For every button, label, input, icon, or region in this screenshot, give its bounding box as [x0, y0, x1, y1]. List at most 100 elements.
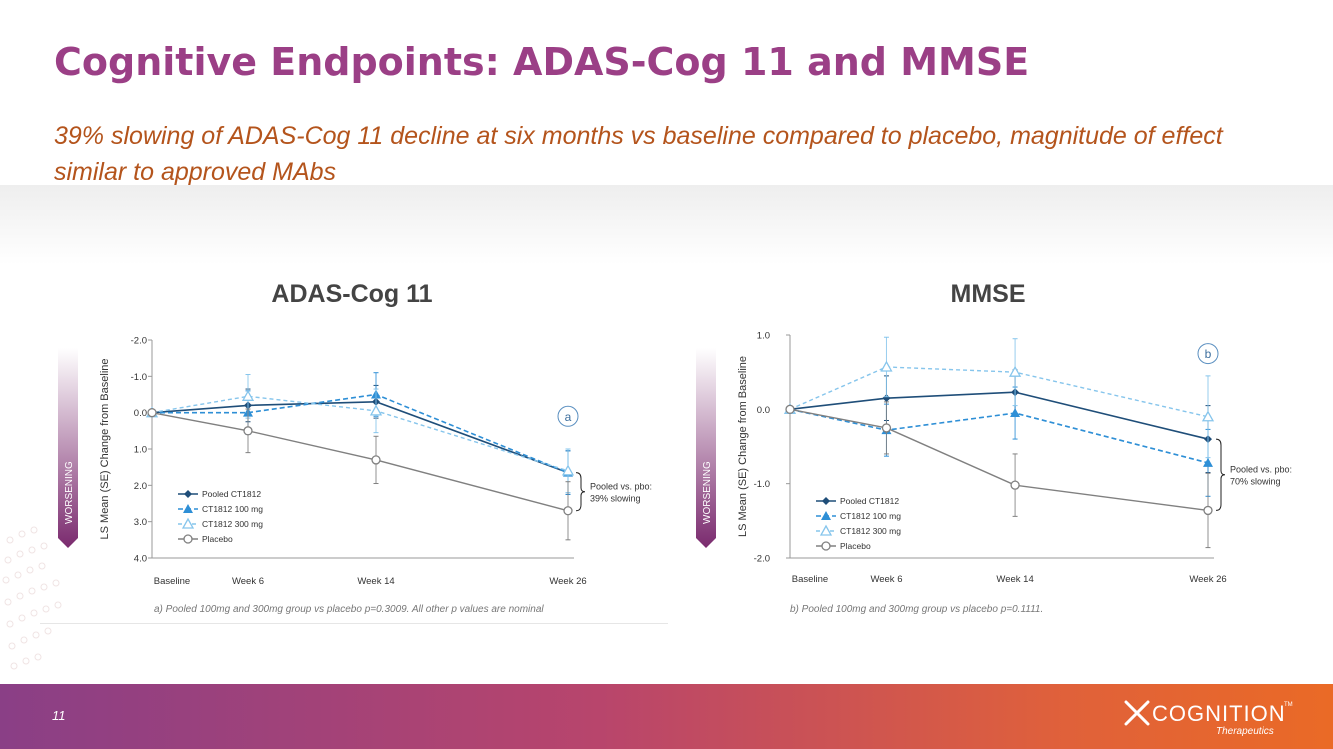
open-triangle-marker [561, 464, 575, 476]
y-tick-label: -1.0 [131, 372, 147, 383]
footnote-marker-letter: a [565, 410, 572, 424]
open-circle-marker [183, 534, 193, 544]
footnote-divider [40, 623, 668, 624]
y-axis-title: LS Mean (SE) Change from Baseline [737, 356, 749, 537]
series-d300 [783, 336, 1215, 459]
open-triangle-marker [880, 360, 893, 372]
bracket-label: 70% slowing [1230, 477, 1281, 487]
open-circle-marker [563, 506, 573, 516]
open-circle-marker [1010, 480, 1020, 490]
mmse-footnote: b) Pooled 100mg and 300mg group vs place… [790, 604, 1044, 615]
page-number: 11 [52, 708, 66, 723]
triangle-marker [183, 504, 193, 513]
diamond-marker [184, 490, 192, 498]
worsening-label: WORSENING [702, 461, 713, 524]
decorative-dot-pattern [2, 526, 62, 670]
series-line [789, 408, 1209, 512]
slide-subtitle: 39% slowing of ADAS-Cog 11 decline at si… [54, 122, 1223, 186]
y-axis-title: LS Mean (SE) Change from Baseline [99, 359, 111, 540]
series-placebo [785, 401, 1213, 549]
open-circle-marker [821, 541, 831, 551]
legend-entry: Pooled CT1812 [178, 489, 261, 499]
header-band [0, 185, 1333, 265]
legend-label: Pooled CT1812 [840, 496, 899, 506]
legend-entry: CT1812 100 mg [178, 504, 263, 514]
adas-footnote: a) Pooled 100mg and 300mg group vs place… [154, 604, 544, 615]
series-line [151, 411, 569, 512]
x-tick-label: Week 14 [996, 574, 1033, 585]
legend-entry: CT1812 300 mg [816, 524, 901, 536]
y-tick-label: -2.0 [131, 336, 147, 347]
series-line [151, 400, 569, 474]
legend-entry: CT1812 300 mg [178, 517, 263, 529]
bracket-label: Pooled vs. pbo: [1230, 465, 1292, 475]
legend-label: Placebo [840, 541, 871, 551]
triangle-marker [821, 511, 831, 520]
series-placebo [147, 408, 573, 541]
open-triangle-marker [241, 389, 255, 401]
open-triangle-marker [1008, 365, 1022, 377]
legend-label: Pooled CT1812 [202, 489, 261, 499]
diamond-marker [882, 394, 891, 403]
y-tick-label: 2.0 [134, 481, 147, 492]
legend-label: CT1812 100 mg [840, 511, 901, 521]
y-tick-label: 1.0 [134, 445, 147, 456]
footnote-marker-letter: b [1205, 347, 1212, 361]
series-d100 [147, 372, 573, 495]
logo-tagline: Therapeutics [1216, 726, 1274, 737]
mmse-chart-title: MMSE [950, 280, 1026, 308]
legend-entry: Placebo [178, 534, 233, 544]
open-triangle-marker [369, 404, 383, 416]
y-tick-label: -2.0 [754, 554, 770, 565]
series-line [789, 391, 1209, 440]
open-circle-marker [1203, 505, 1213, 516]
open-circle-marker [243, 426, 253, 436]
comparison-bracket [575, 472, 586, 512]
x-tick-label: Week 26 [549, 576, 586, 587]
footnote-marker-circle [1197, 343, 1219, 365]
open-triangle-marker [1201, 410, 1215, 422]
open-triangle-marker [181, 517, 195, 529]
worsening-label: WORSENING [64, 461, 75, 524]
x-tick-label: Week 26 [1189, 574, 1226, 585]
y-tick-label: 0.0 [134, 408, 147, 419]
legend-entry: Pooled CT1812 [816, 496, 899, 506]
x-tick-label: Baseline [792, 574, 828, 585]
footer-bar: 11 COGNITION TM Therapeutics [0, 684, 1333, 749]
comparison-bracket [1215, 438, 1226, 511]
x-tick-label: Baseline [154, 576, 190, 587]
legend-label: CT1812 300 mg [840, 526, 901, 536]
legend-label: CT1812 300 mg [202, 519, 263, 529]
series-pooled [148, 384, 572, 495]
company-logo: COGNITION TM Therapeutics [1124, 698, 1304, 738]
cognition-x-icon [1124, 700, 1150, 726]
series-d300 [145, 374, 575, 494]
legend-label: Placebo [202, 534, 233, 544]
legend-entry: CT1812 100 mg [816, 511, 901, 521]
y-tick-label: 1.0 [757, 331, 770, 342]
legend-label: CT1812 100 mg [202, 504, 263, 514]
y-tick-label: -1.0 [754, 479, 770, 490]
legend-entry: Placebo [816, 541, 871, 551]
worsening-ribbon [58, 348, 78, 548]
open-circle-marker [881, 423, 892, 433]
open-triangle-marker [819, 524, 833, 536]
y-tick-label: 3.0 [134, 517, 147, 528]
open-circle-marker [147, 408, 157, 418]
logo-trademark: TM [1284, 702, 1293, 708]
series-line [151, 395, 569, 472]
footnote-marker-circle [557, 405, 579, 427]
logo-name: COGNITION [1152, 701, 1286, 726]
triangle-marker [1010, 408, 1021, 418]
y-tick-label: 4.0 [134, 554, 147, 565]
adas-cog-chart: WORSENING LS Mean (SE) Change from Baseli… [58, 336, 652, 587]
y-tick-label: 0.0 [757, 405, 770, 416]
open-circle-marker [371, 455, 381, 465]
series-line [789, 408, 1209, 464]
x-tick-label: Week 14 [357, 576, 394, 587]
bracket-label: 39% slowing [590, 494, 641, 504]
series-line [152, 393, 569, 474]
open-circle-marker [785, 404, 795, 414]
mmse-chart: WORSENING LS Mean (SE) Change from Baseli… [696, 331, 1292, 585]
series-line [789, 366, 1209, 418]
